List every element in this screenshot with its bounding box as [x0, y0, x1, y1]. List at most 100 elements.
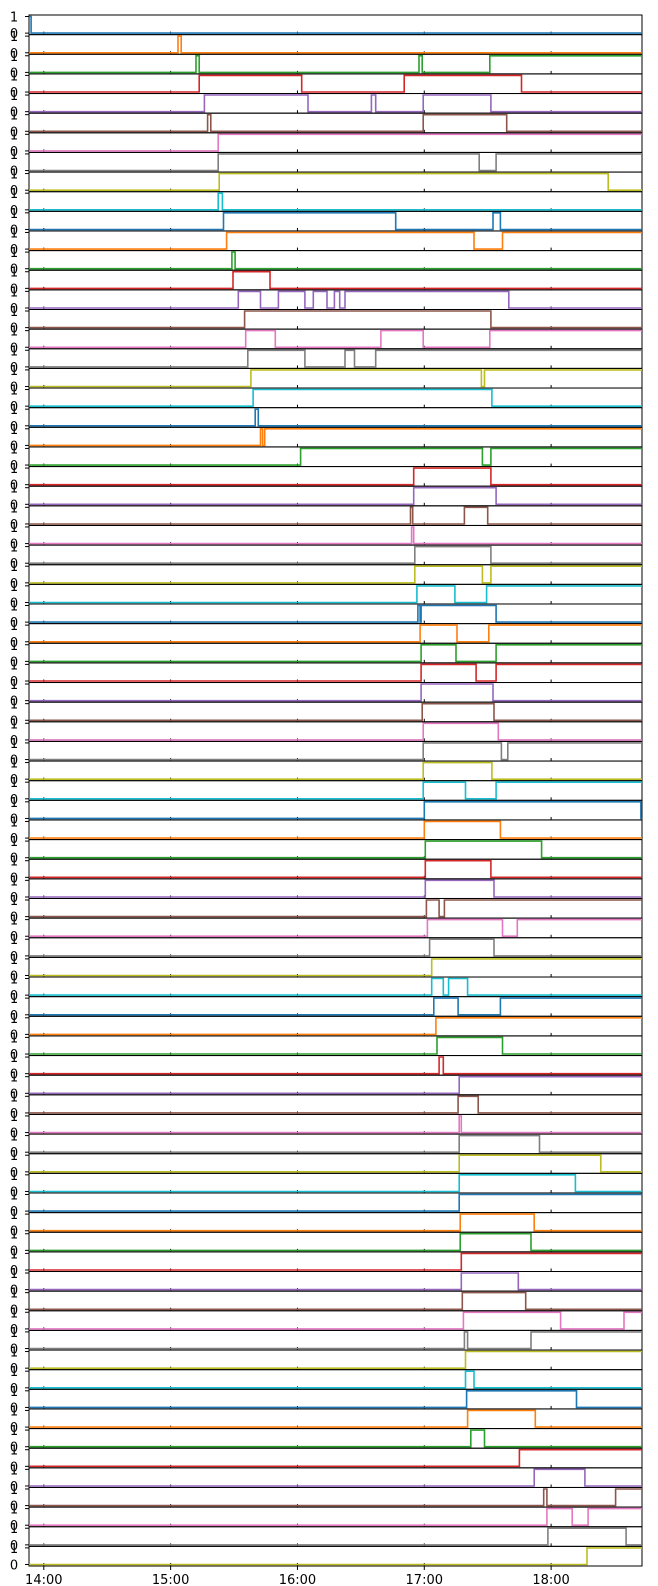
- strip-32: 01: [10, 619, 643, 651]
- strip-frame: [28, 524, 643, 546]
- y-tick-label-0: 0: [10, 1559, 18, 1574]
- series-line-22: [29, 428, 642, 447]
- y-tick-label-0: 0: [10, 1225, 18, 1240]
- y-tick-label-0: 0: [10, 675, 18, 690]
- y-tick-label-1: 1: [10, 1169, 18, 1184]
- y-tick-label-0: 0: [10, 47, 18, 62]
- y-tick-label-0: 0: [10, 793, 18, 808]
- y-tick-label-1: 1: [10, 207, 18, 222]
- series-line-68: [29, 1331, 642, 1350]
- strip-frame: [28, 1172, 643, 1194]
- series-line-77: [29, 1507, 642, 1526]
- strip-67: 01: [10, 1306, 643, 1338]
- series-line-75: [29, 1468, 642, 1487]
- strip-2: 01: [10, 30, 643, 62]
- y-tick-label-1: 1: [10, 815, 18, 830]
- y-tick-label-1: 1: [10, 482, 18, 497]
- y-tick-label-1: 1: [10, 1228, 18, 1243]
- strip-frame: [28, 1408, 643, 1430]
- series-line-40: [29, 781, 642, 800]
- strip-frame: [28, 289, 643, 310]
- y-tick-label-1: 1: [10, 305, 18, 320]
- y-tick-label-0: 0: [10, 361, 18, 376]
- strip-frame: [28, 171, 643, 193]
- strip-frame: [28, 623, 643, 644]
- series-line-26: [29, 506, 642, 525]
- y-tick-label-0: 0: [10, 381, 18, 396]
- y-tick-label-0: 0: [10, 1087, 18, 1102]
- y-tick-label-1: 1: [10, 1326, 18, 1341]
- series-line-65: [29, 1272, 642, 1291]
- y-tick-label-0: 0: [10, 891, 18, 906]
- series-line-1: [29, 15, 642, 34]
- y-tick-label-0: 0: [10, 1048, 18, 1063]
- strip-frame: [28, 446, 643, 468]
- strip-frame: [28, 1428, 643, 1449]
- strip-frame: [28, 1545, 643, 1567]
- strip-frame: [28, 34, 643, 55]
- y-tick-label-1: 1: [10, 1463, 18, 1478]
- strip-frame: [28, 976, 643, 998]
- y-tick-label-1: 1: [10, 1424, 18, 1439]
- series-line-6: [29, 113, 642, 133]
- y-tick-label-0: 0: [10, 596, 18, 611]
- strip-24: 01: [10, 462, 643, 494]
- y-tick-label-0: 0: [10, 1009, 18, 1024]
- y-tick-label-0: 0: [10, 1362, 18, 1377]
- y-tick-label-0: 0: [10, 1343, 18, 1358]
- y-tick-label-0: 0: [10, 498, 18, 513]
- strip-30: 01: [10, 580, 643, 611]
- series-line-47: [29, 918, 642, 937]
- series-line-76: [29, 1488, 642, 1507]
- y-tick-label-0: 0: [10, 1519, 18, 1534]
- y-tick-label-1: 1: [10, 776, 18, 791]
- y-tick-label-1: 1: [10, 364, 18, 379]
- strip-38: 01: [10, 737, 643, 769]
- series-line-42: [29, 820, 642, 839]
- y-tick-label-0: 0: [10, 1146, 18, 1161]
- strip-54: 01: [10, 1051, 643, 1083]
- strip-70: 01: [10, 1365, 643, 1397]
- strip-frame: [28, 1153, 643, 1174]
- y-tick-label-0: 0: [10, 400, 18, 415]
- y-tick-label-1: 1: [10, 1385, 18, 1400]
- y-tick-label-0: 0: [10, 439, 18, 454]
- series-line-59: [29, 1154, 642, 1173]
- series-line-23: [29, 447, 642, 466]
- y-tick-label-0: 0: [10, 518, 18, 533]
- strip-frame: [28, 367, 643, 389]
- strip-frame: [28, 662, 643, 684]
- strip-22: 01: [10, 423, 643, 454]
- strip-frame: [28, 937, 643, 958]
- strip-68: 01: [10, 1326, 643, 1358]
- strip-78: 01: [10, 1522, 643, 1554]
- y-tick-label-1: 1: [10, 560, 18, 575]
- y-tick-label-1: 1: [10, 737, 18, 752]
- strip-frame: [28, 701, 643, 723]
- y-tick-label-0: 0: [10, 106, 18, 121]
- y-tick-label-1: 1: [10, 89, 18, 104]
- y-tick-label-1: 1: [10, 1149, 18, 1164]
- series-line-70: [29, 1370, 642, 1389]
- strip-frame: [28, 348, 643, 369]
- strip-20: 01: [10, 384, 643, 415]
- series-line-51: [29, 997, 642, 1016]
- y-tick-label-1: 1: [10, 226, 18, 241]
- y-tick-label-1: 1: [10, 1051, 18, 1066]
- strip-frame: [28, 583, 643, 605]
- series-line-72: [29, 1409, 642, 1428]
- series-line-49: [29, 958, 642, 977]
- strip-frame: [28, 1094, 643, 1115]
- y-tick-label-0: 0: [10, 243, 18, 258]
- y-tick-label-1: 1: [10, 462, 18, 477]
- strip-frame: [28, 780, 643, 801]
- strip-36: 01: [10, 698, 643, 729]
- y-tick-label-1: 1: [10, 1346, 18, 1361]
- y-tick-label-0: 0: [10, 832, 18, 847]
- y-tick-label-1: 1: [10, 109, 18, 124]
- y-tick-label-1: 1: [10, 658, 18, 673]
- series-line-20: [29, 388, 642, 407]
- y-tick-label-1: 1: [10, 541, 18, 556]
- series-line-54: [29, 1056, 642, 1075]
- y-tick-label-1: 1: [10, 1404, 18, 1419]
